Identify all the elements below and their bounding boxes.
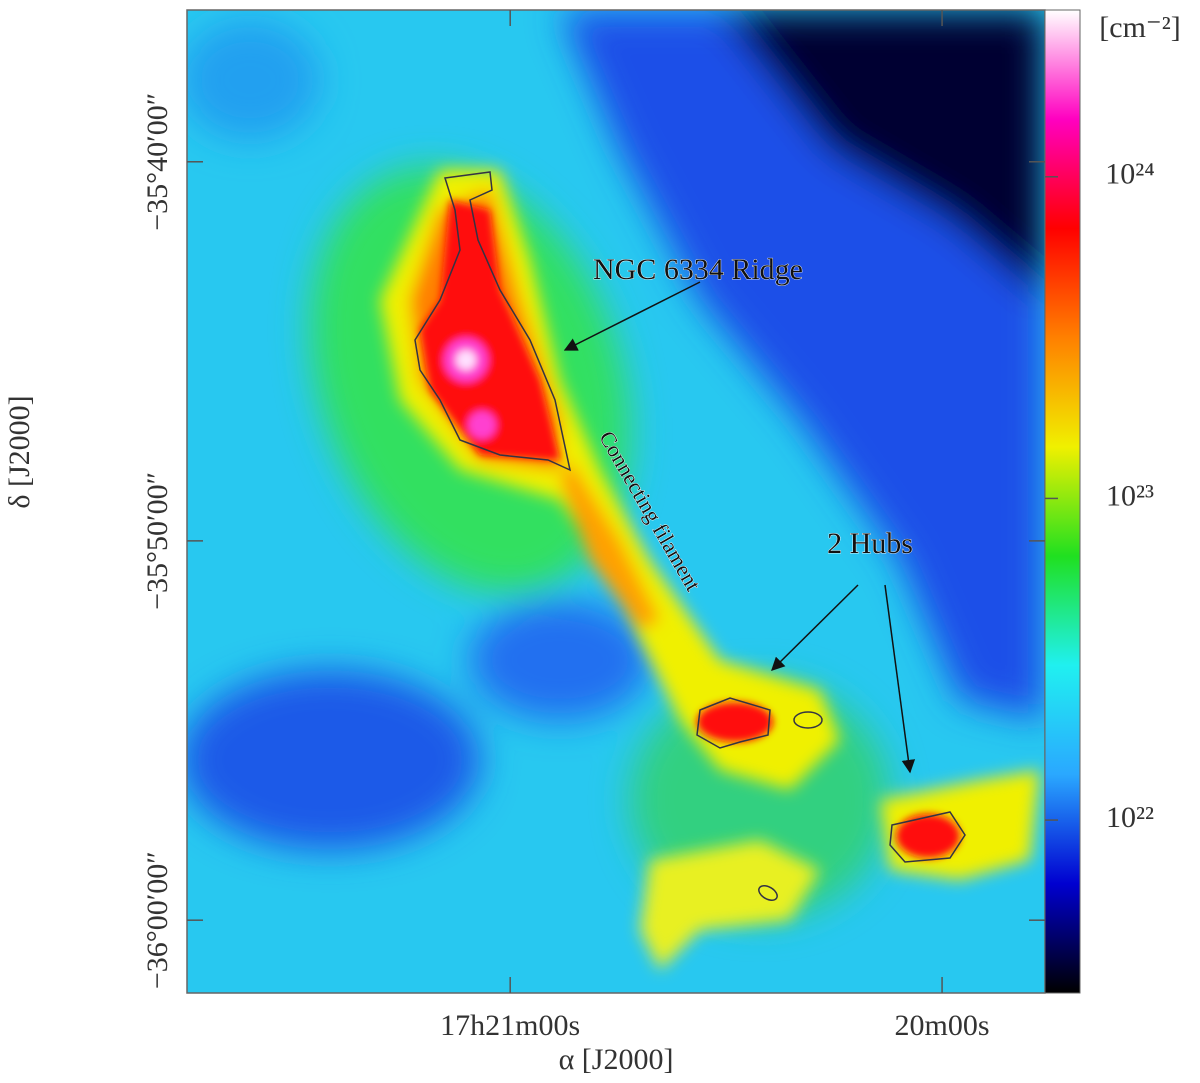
annotation: 2 Hubs xyxy=(827,527,913,560)
arrow xyxy=(884,584,916,774)
colorbar xyxy=(1044,9,1081,994)
y-tick-label: −35°40′00″ xyxy=(141,93,174,231)
y-axis-label: δ [J2000] xyxy=(3,395,36,508)
annotation: NGC 6334 Ridge xyxy=(593,253,803,286)
colorbar-tick-label: 10²² xyxy=(1106,801,1154,834)
x-axis-label: α [J2000] xyxy=(559,1043,674,1076)
x-tick-label: 20m00s xyxy=(895,1009,990,1042)
arrow xyxy=(563,281,701,351)
y-tick-label: −36°00′00″ xyxy=(141,851,174,989)
colorbar-tick-label: 10²⁴ xyxy=(1105,158,1154,191)
colorbar-label: [cm⁻²] xyxy=(1099,11,1180,44)
arrow xyxy=(771,584,859,671)
column-density-map xyxy=(187,10,1045,993)
y-tick-label: −35°50′00″ xyxy=(141,472,174,610)
x-tick-label: 17h21m00s xyxy=(440,1009,580,1042)
colorbar-tick-label: 10²³ xyxy=(1106,479,1154,512)
